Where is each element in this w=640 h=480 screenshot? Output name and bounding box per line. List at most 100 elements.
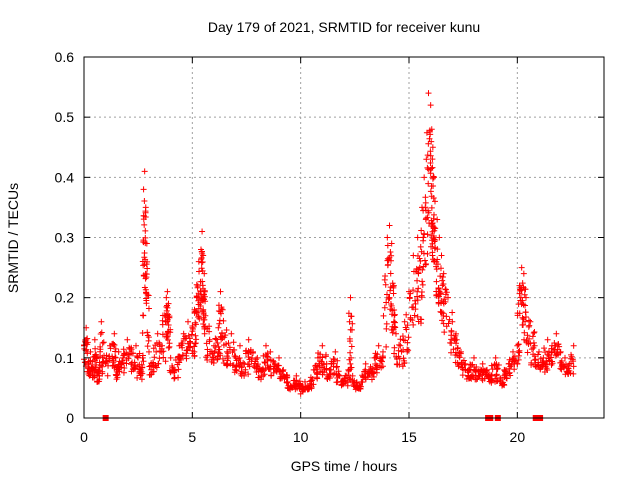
data-point-cloud (198, 265, 205, 272)
data-point-cloud (342, 378, 349, 385)
data-point-cloud (530, 339, 537, 346)
data-point-cloud (183, 347, 190, 354)
data-point (388, 240, 395, 247)
data-point-cloud (425, 209, 432, 216)
data-point-cloud (391, 312, 398, 319)
data-point-cloud (248, 349, 255, 356)
data-point-cloud (134, 374, 141, 381)
data-point-cloud (144, 265, 151, 272)
data-point-cloud (446, 316, 453, 323)
data-point-cloud (390, 290, 397, 297)
data-point-cloud (531, 328, 538, 335)
data-point-cloud (395, 347, 402, 354)
data-point-cloud (521, 329, 528, 336)
data-point-cloud (183, 355, 190, 362)
data-point-cloud (556, 343, 563, 350)
data-point-cloud (418, 316, 425, 323)
y-tick-label: 0 (66, 410, 74, 426)
data-point-cloud (440, 300, 447, 307)
data-point-cloud (214, 340, 221, 347)
data-point-cloud (255, 361, 262, 368)
data-point-cloud (514, 360, 521, 367)
data-point-cloud (483, 367, 490, 374)
x-axis-label: GPS time / hours (291, 458, 398, 474)
data-point-cloud (506, 360, 513, 367)
data-point-cloud (348, 343, 355, 350)
data-point (349, 372, 356, 379)
data-point-cloud (192, 340, 199, 347)
data-point-cloud (558, 366, 565, 373)
data-point-cloud (185, 332, 192, 339)
data-point-cloud (454, 359, 461, 366)
data-point-cloud (255, 365, 262, 372)
data-point-cloud (493, 371, 500, 378)
data-point-cloud (264, 357, 271, 364)
y-tick-label: 0.3 (55, 230, 75, 246)
data-point-cloud (523, 339, 530, 346)
data-point-cloud (139, 364, 146, 371)
data-point-cloud (245, 371, 252, 378)
data-point-cloud (417, 257, 424, 264)
data-point-cloud (334, 357, 341, 364)
data-point-cloud (387, 270, 394, 277)
data-point (164, 288, 171, 295)
data-point-cloud (420, 234, 427, 241)
data-point-cloud (198, 259, 205, 266)
data-point (436, 234, 443, 241)
data-point-cloud (383, 343, 390, 350)
data-point-cloud (216, 346, 223, 353)
data-point-cloud (386, 294, 393, 301)
data-point-cloud (399, 363, 406, 370)
data-point-cloud (424, 152, 431, 159)
data-point-cloud (503, 375, 510, 382)
data-point-cloud (114, 371, 121, 378)
data-point-cloud (112, 348, 119, 355)
data-point-cloud (430, 194, 437, 201)
data-point-cloud (373, 353, 380, 360)
data-point-cloud (199, 267, 206, 274)
data-point (111, 330, 118, 337)
data-point-cloud (398, 348, 405, 355)
data-point-cloud (229, 349, 236, 356)
data-point-cloud (144, 292, 151, 299)
data-point-cloud (387, 301, 394, 308)
data-point-cloud (433, 278, 440, 285)
data-point-cloud (415, 285, 422, 292)
data-point-cloud (142, 240, 149, 247)
x-tick-label: 0 (80, 429, 88, 445)
data-point (276, 354, 282, 361)
data-point-cloud (379, 358, 386, 365)
data-point-cloud (421, 257, 428, 264)
data-point (140, 186, 147, 193)
y-tick-label: 0.2 (55, 290, 75, 306)
y-tick-label: 0.5 (55, 109, 75, 125)
data-point-cloud (440, 280, 447, 287)
data-point-cloud (218, 304, 225, 311)
data-point-cloud (150, 363, 157, 370)
data-point-cloud (526, 335, 533, 342)
data-point-cloud (554, 351, 561, 358)
data-point-cloud (145, 334, 152, 341)
data-point-cloud (522, 318, 529, 325)
data-point-cloud (437, 273, 444, 280)
data-point-cloud (125, 355, 132, 362)
data-point-cloud (530, 344, 537, 351)
data-point-cloud (429, 156, 436, 163)
data-point (518, 264, 525, 271)
data-point-cloud (276, 368, 283, 375)
data-point-cloud (107, 345, 114, 352)
data-point-cloud (168, 368, 175, 375)
data-point-cloud (397, 336, 404, 343)
data-point-cloud (345, 310, 352, 317)
data-point-cloud (532, 356, 539, 363)
data-point-cloud (427, 188, 434, 195)
data-point-cloud (396, 341, 403, 348)
data-point-cloud (193, 281, 200, 288)
data-point-cloud (442, 286, 449, 293)
data-point-cloud (537, 366, 544, 373)
data-point-cloud (518, 287, 525, 294)
data-point (167, 354, 174, 361)
data-point-cloud (240, 359, 247, 366)
data-point (332, 348, 339, 355)
data-point (429, 144, 436, 151)
